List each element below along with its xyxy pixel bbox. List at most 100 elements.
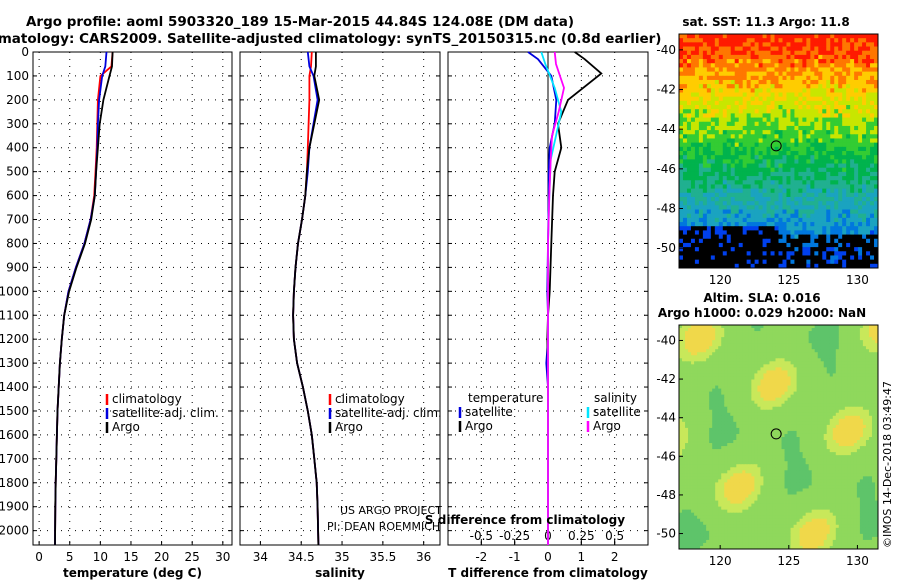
map-cell [822, 263, 827, 269]
map-cell [700, 361, 704, 365]
map-cell [842, 92, 847, 98]
map-cell [686, 63, 692, 68]
map-cell [787, 337, 791, 341]
map-cell [778, 251, 783, 256]
map-cell [838, 146, 843, 152]
map-cell [712, 331, 716, 335]
map-cell [796, 346, 801, 350]
map-cell [742, 328, 746, 332]
map-cell [686, 196, 692, 202]
map-cell [762, 142, 767, 148]
map-cell [790, 247, 795, 252]
map-cell [763, 361, 767, 365]
map-cell [700, 367, 704, 371]
map-cell [832, 382, 837, 386]
map-cell [854, 84, 859, 89]
map-cell [830, 142, 835, 148]
map-cell [823, 400, 828, 405]
map-cell [854, 63, 859, 68]
map-cell [715, 337, 719, 341]
map-cell [766, 109, 771, 114]
map-cell [830, 209, 835, 215]
map-cell [838, 230, 843, 235]
map-cell [838, 138, 843, 144]
map-cell [818, 222, 823, 227]
map-cell [862, 222, 867, 227]
map-cell [758, 134, 763, 139]
map-cell [698, 171, 704, 177]
map-cell [772, 367, 776, 371]
map-cell [794, 46, 799, 52]
map-cell [832, 367, 837, 371]
map-cell [694, 403, 698, 408]
map-cell [691, 385, 695, 389]
map-cell [718, 155, 724, 160]
map-cell [787, 397, 791, 402]
map-cell [850, 180, 855, 185]
map-cell [722, 71, 728, 77]
map-cell [826, 226, 831, 231]
map-cell [871, 355, 876, 359]
map-cell [853, 364, 858, 368]
map-cell [754, 247, 759, 252]
map-cell [832, 340, 837, 344]
map-cell [846, 88, 851, 93]
map-cell [844, 346, 849, 350]
map-cell [856, 358, 861, 362]
map-cell [870, 46, 875, 52]
map-cell [838, 406, 843, 411]
map-cell [751, 337, 755, 341]
map-cell [758, 96, 763, 102]
map-cell [870, 42, 875, 47]
map-cell [686, 263, 692, 269]
map-cell [818, 159, 823, 164]
map-cell [826, 352, 831, 356]
map-cell [778, 331, 782, 335]
map-cell [760, 391, 764, 396]
map-cell [686, 46, 692, 52]
map-cell [700, 373, 704, 377]
map-cell [829, 325, 834, 329]
map-cell [806, 230, 811, 235]
map-cell [762, 201, 767, 206]
map-cell [838, 171, 843, 177]
map-cell [781, 370, 785, 374]
map-cell [790, 226, 795, 231]
map-cell [784, 400, 788, 405]
map-cell [853, 391, 858, 396]
map-cell [742, 34, 748, 39]
map-cell [778, 255, 783, 261]
map-cell [679, 146, 684, 152]
map-cell [786, 121, 791, 127]
map-cell [794, 54, 799, 60]
map-cell [733, 328, 737, 332]
map-cell [686, 121, 692, 127]
map-cell [834, 63, 839, 68]
map-cell [745, 403, 749, 408]
map-cell [718, 238, 724, 244]
map-cell [790, 337, 794, 341]
map-cell [694, 180, 700, 185]
map-cell [682, 230, 688, 235]
map-cell [832, 355, 837, 359]
map-cell [698, 75, 704, 81]
map-cell [810, 100, 815, 106]
map-cell [798, 92, 803, 98]
map-cell [688, 334, 692, 338]
map-cell [794, 238, 799, 244]
map-cell [686, 234, 692, 240]
map-cell [679, 167, 684, 173]
map-cell [802, 100, 807, 106]
map-cell [859, 397, 864, 402]
map-cell [862, 400, 867, 405]
map-cell [679, 230, 684, 235]
map-cell [700, 325, 704, 329]
map-cell [702, 79, 708, 85]
map-cell [790, 155, 795, 160]
map-cell [850, 230, 855, 235]
map-cell [799, 382, 804, 386]
map-cell [778, 163, 783, 169]
map-cell [682, 379, 686, 383]
x-tick-label: 34.5 [288, 550, 315, 564]
map-cell [730, 222, 736, 227]
